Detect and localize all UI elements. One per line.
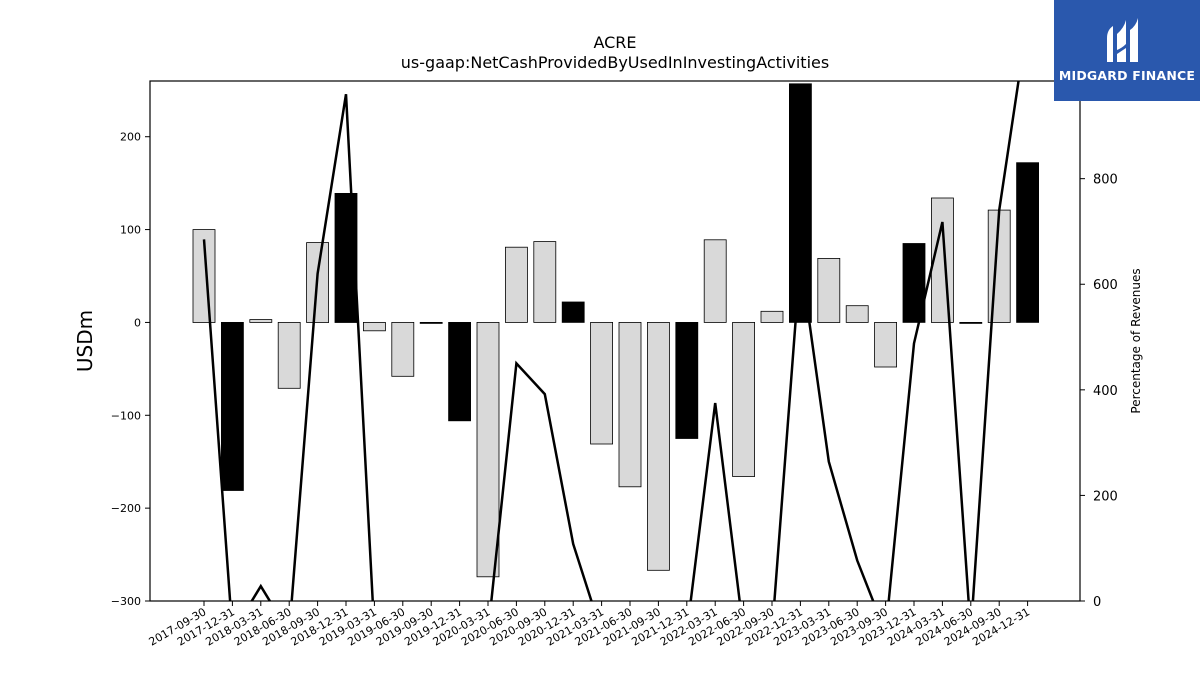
y-tick-label: 200 [120,131,141,144]
bar [561,301,585,323]
bar [476,321,500,578]
bar [959,321,983,324]
bar [334,192,358,323]
x-axis: 2017-09-302017-12-312018-03-312018-06-30… [147,601,1032,649]
bar [1016,162,1039,323]
bar [789,83,812,323]
y2-axis-label: Percentage of Revenues [1129,268,1143,413]
y-tick-label: −200 [111,502,141,515]
y2-tick-label: 400 [1093,384,1118,399]
midgard-logo-icon [1107,18,1138,62]
bar [817,257,841,323]
bar [448,321,472,422]
y2-tick-label: 200 [1093,489,1118,504]
y-tick-label: 0 [134,316,141,329]
bar [732,321,755,477]
plot-frame [149,80,1081,602]
y-tick-label: 100 [120,224,141,237]
y2-tick-label: 0 [1093,595,1101,610]
chart-subtitle: us-gaap:NetCashProvidedByUsedInInvesting… [401,53,829,72]
bar [590,321,613,445]
bar [249,319,273,323]
y-axis-label: USDm [73,310,97,372]
bar-series [192,83,1039,578]
line-series [202,81,1020,601]
revenue-percentage-line [202,81,1020,601]
y-tick-label: −300 [111,595,141,608]
bar [703,239,727,323]
y2-tick-label: 600 [1093,278,1118,293]
bar [220,321,244,491]
chart-title: ACRE [593,33,636,52]
bar [533,241,557,323]
bar [391,321,415,377]
bar [277,321,301,389]
bar [504,246,528,323]
y-axis-left: −300 −200 −100 0 100 200 [111,131,150,608]
bar [419,321,443,324]
y2-tick-label: 800 [1093,173,1118,188]
bar [902,243,926,323]
bar [362,321,386,332]
y-tick-label: −100 [111,409,141,422]
bar [845,305,869,323]
midgard-finance-logo: MIDGARD FINANCE [1054,0,1200,101]
bar [647,321,670,571]
bar [760,310,784,323]
bar [675,321,699,439]
bar [618,321,642,488]
bar [874,321,897,368]
logo-text: MIDGARD FINANCE [1058,68,1196,83]
y-axis-right: 0 200 400 600 800 [1080,173,1118,610]
